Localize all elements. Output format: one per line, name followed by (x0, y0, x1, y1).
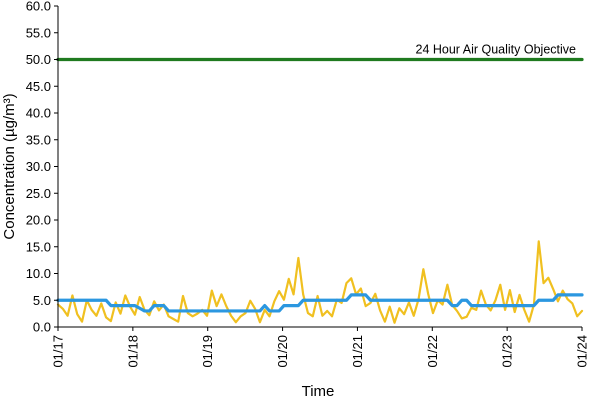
y-tick-label: 60.0 (26, 0, 51, 14)
y-tick-label: 25.0 (26, 186, 51, 201)
objective-annotation: 24 Hour Air Quality Objective (416, 43, 577, 57)
x-tick-label: 01/22 (425, 335, 440, 368)
y-tick-label: 40.0 (26, 106, 51, 121)
x-tick-label: 01/24 (575, 335, 590, 368)
rolling-average-line (56, 293, 584, 313)
y-tick-label: 0.0 (33, 320, 51, 335)
plot-area (56, 57, 584, 324)
y-axis-title: Concentration (µg/m³) (1, 93, 18, 239)
y-tick-label: 20.0 (26, 213, 51, 228)
x-axis-ticks: 01/17 01/18 01/19 01/20 01/21 01/22 01/23 01/24 (51, 327, 590, 368)
x-tick-label: 01/20 (275, 335, 290, 368)
y-tick-label: 55.0 (26, 25, 51, 40)
y-tick-label: 5.0 (33, 293, 51, 308)
y-tick-label: 10.0 (26, 266, 51, 281)
y-tick-label: 50.0 (26, 52, 51, 67)
x-axis-title: Time (302, 383, 335, 400)
pm-concentration-line (56, 240, 584, 324)
y-tick-label: 30.0 (26, 159, 51, 174)
x-tick-label: 01/19 (200, 335, 215, 368)
y-tick-label: 15.0 (26, 239, 51, 254)
x-tick-label: 01/18 (125, 335, 140, 368)
x-tick-label: 01/23 (500, 335, 515, 368)
x-tick-label: 01/21 (350, 335, 365, 368)
y-tick-label: 35.0 (26, 132, 51, 147)
y-axis-ticks: 0.0 5.0 10.0 15.0 20.0 25.0 30.0 35.0 40.0 45.0 50… (26, 0, 58, 335)
y-tick-label: 45.0 (26, 79, 51, 94)
x-tick-label: 01/17 (51, 335, 66, 368)
